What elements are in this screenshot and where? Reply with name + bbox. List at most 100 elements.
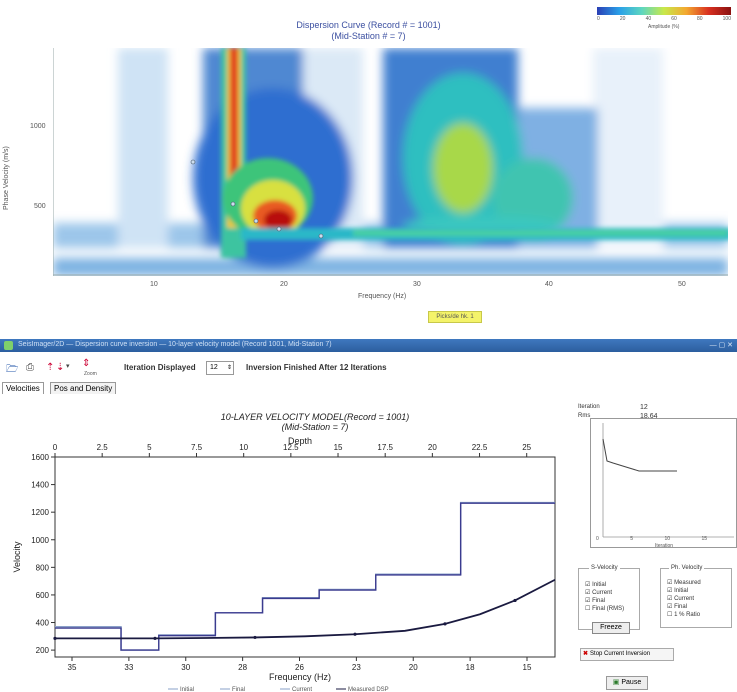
- dispersion-xtick: 20: [280, 281, 288, 288]
- stop-inversion-label: Stop Current Inversion: [590, 651, 651, 657]
- mini-xlabel: Iteration: [655, 543, 674, 549]
- rms-iteration-plot: [590, 418, 737, 548]
- arrow-down-icon[interactable]: ⇣: [56, 362, 65, 373]
- checkbox-checked-icon[interactable]: ☑: [667, 588, 673, 594]
- freeze-button[interactable]: Freeze: [592, 622, 630, 634]
- mini-xtick: 15: [701, 536, 707, 542]
- frequency-tick-label: 35: [68, 663, 77, 672]
- frequency-tick-label: 33: [124, 663, 133, 672]
- checkbox-checked-icon[interactable]: ☑: [585, 582, 591, 588]
- iteration-spinner-value: 12: [210, 364, 218, 371]
- ph-velocity-item[interactable]: ☑ Current: [667, 595, 701, 603]
- colorbar-label: Amplitude (%): [648, 24, 680, 30]
- tab-pos-density[interactable]: Pos and Density: [50, 382, 117, 394]
- mini-xticks: 0 5 10 15 20: [596, 536, 737, 542]
- colorbar-tick: 80: [696, 16, 703, 22]
- frequency-tick-label: 15: [523, 663, 532, 672]
- checkbox-checked-icon[interactable]: ☑: [667, 580, 673, 586]
- colorbar-tick: 60: [671, 16, 677, 22]
- checkbox-checked-icon[interactable]: ☑: [585, 590, 591, 596]
- depth-tick-label: 25: [522, 443, 531, 452]
- app-icon: [4, 341, 13, 350]
- frequency-tick-label: 26: [295, 663, 304, 672]
- legend-label: Measured DSP: [348, 687, 389, 692]
- dispersion-title: Dispersion Curve (Record # = 1001) (Mid-…: [0, 20, 737, 42]
- checkbox-checked-icon[interactable]: ☑: [667, 604, 673, 610]
- frequency-tick-label: 28: [238, 663, 247, 672]
- velocity-tick-label: 400: [36, 619, 50, 628]
- measured-point: [443, 622, 447, 626]
- side-iteration-value: 12: [640, 404, 648, 411]
- velocity-tick-label: 600: [36, 591, 50, 600]
- checkbox-unchecked-icon[interactable]: ☐: [667, 612, 673, 618]
- legend-label: Initial: [180, 687, 194, 692]
- dispersion-title-line2: (Mid-Station # = 7): [331, 31, 406, 41]
- ph-velocity-item[interactable]: ☐ 1 % Ratio: [667, 611, 701, 619]
- view-tabs: Velocities Pos and Density: [0, 380, 737, 396]
- checkbox-unchecked-icon[interactable]: ☐: [585, 606, 591, 612]
- print-icon[interactable]: ⎙: [26, 362, 34, 373]
- tab-velocities[interactable]: Velocities: [2, 382, 44, 394]
- s-velocity-item[interactable]: ☑ Final: [585, 597, 624, 605]
- mini-xtick: 10: [664, 536, 670, 542]
- stop-icon: ✖: [583, 651, 589, 657]
- pause-button[interactable]: ▣ Pause: [606, 676, 648, 690]
- chart-subtitle: (Mid-Station = 7): [282, 422, 349, 432]
- depth-tick-label: 22.5: [472, 443, 488, 452]
- s-velocity-item[interactable]: ☑ Current: [585, 589, 624, 597]
- frequency-tick-label: 23: [352, 663, 361, 672]
- dispersion-image[interactable]: [53, 48, 728, 276]
- pause-label: Pause: [621, 679, 642, 686]
- picks-toggle-button[interactable]: Picks/de hk. 1: [428, 311, 482, 323]
- open-icon[interactable]: 🗁: [6, 364, 19, 375]
- spinner-arrows-icon[interactable]: ⇕: [226, 365, 232, 371]
- depth-tick-label: 0: [53, 443, 58, 452]
- zoom-label: Zoom: [84, 371, 97, 377]
- s-velocity-item-label: Initial: [592, 582, 607, 588]
- velocity-axis-label: Velocity: [12, 541, 22, 573]
- side-iteration-label: Iteration: [578, 404, 600, 410]
- window-controls-icon[interactable]: — ▢ ✕: [709, 342, 733, 349]
- series-line-final: [55, 502, 555, 651]
- ph-velocity-item[interactable]: ☑ Final: [667, 603, 701, 611]
- depth-tick-label: 10: [239, 443, 248, 452]
- measured-point: [253, 635, 257, 640]
- s-velocity-item-label: Final: [592, 598, 606, 604]
- ph-velocity-item-label: Initial: [674, 588, 689, 594]
- ph-velocity-item[interactable]: ☑ Initial: [667, 587, 701, 595]
- colorbar: [597, 7, 731, 15]
- colorbar-tick: 40: [645, 16, 652, 22]
- s-velocity-item[interactable]: ☑ Initial: [585, 581, 624, 589]
- velocity-tick-label: 1200: [31, 508, 49, 517]
- depth-tick-label: 2.5: [97, 443, 109, 452]
- s-velocity-item[interactable]: ☐ Final (RMS): [585, 605, 624, 613]
- s-velocity-group: S-Velocity ☑ Initial ☑ Current ☑ Final ☐…: [578, 564, 640, 630]
- ph-velocity-item[interactable]: ☑ Measured: [667, 579, 701, 587]
- zoom-icon[interactable]: ⇕: [82, 358, 91, 369]
- window-titlebar[interactable]: SeisImager/2D — Dispersion curve inversi…: [0, 339, 737, 352]
- dispersion-picks: [190, 159, 324, 239]
- legend-label: Current: [292, 687, 312, 692]
- ph-velocity-item-label: Final: [674, 604, 688, 610]
- colorbar-tick: 100: [722, 16, 731, 22]
- arrow-up-icon[interactable]: ⇡: [46, 362, 55, 373]
- window-title: SeisImager/2D — Dispersion curve inversi…: [18, 341, 332, 348]
- stop-inversion-button[interactable]: ✖ Stop Current Inversion: [580, 648, 674, 661]
- velocity-tick-label: 1400: [31, 481, 49, 490]
- pick-point: [318, 233, 324, 239]
- ph-velocity-item-label: Measured: [674, 580, 701, 586]
- frequency-axis-label: Frequency (Hz): [269, 672, 331, 682]
- depth-tick-label: 20: [428, 443, 437, 452]
- iteration-displayed-label: Iteration Displayed: [124, 363, 196, 372]
- velocity-tick-label: 1000: [31, 536, 49, 545]
- dispersion-xtick: 30: [413, 281, 421, 288]
- dropdown-chevron-icon[interactable]: ▾: [66, 363, 70, 370]
- checkbox-checked-icon[interactable]: ☑: [667, 596, 673, 602]
- dispersion-ytick: 1000: [30, 123, 46, 130]
- dispersion-xtick: 10: [150, 281, 158, 288]
- dispersion-xtick: 50: [678, 281, 686, 288]
- colorbar-tick: 20: [619, 16, 626, 22]
- checkbox-checked-icon[interactable]: ☑: [585, 598, 591, 604]
- iteration-spinner[interactable]: 12 ⇕: [206, 361, 234, 375]
- velocity-model-chart[interactable]: 10-LAYER VELOCITY MODEL(Record = 1001)(M…: [0, 402, 560, 692]
